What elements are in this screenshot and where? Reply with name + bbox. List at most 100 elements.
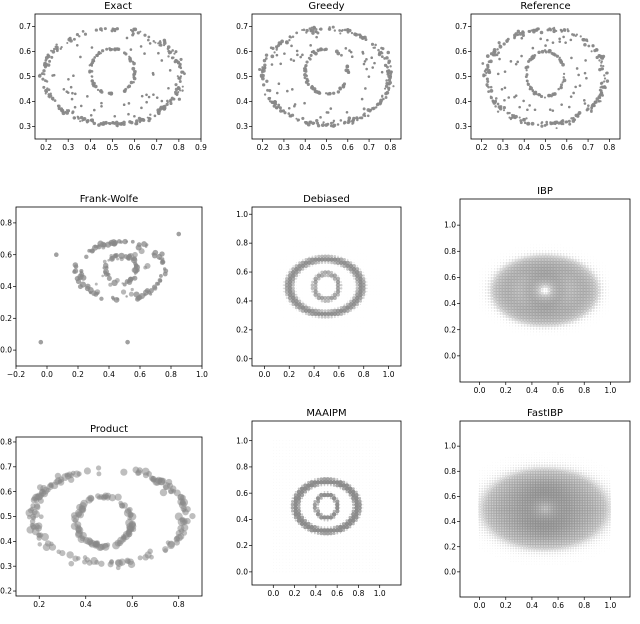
support-point: [347, 240, 348, 241]
support-point: [305, 568, 306, 569]
x-tick-label: 0.7: [151, 143, 163, 152]
support-point: [299, 330, 300, 331]
data-point: [79, 270, 83, 274]
support-point: [501, 290, 506, 295]
data-point: [42, 543, 51, 551]
support-point: [525, 296, 530, 301]
data-point: [41, 77, 45, 81]
data-point: [128, 56, 132, 60]
data-point: [108, 48, 113, 52]
support-point: [531, 314, 536, 319]
support-point: [552, 317, 557, 322]
support-point: [312, 333, 313, 334]
support-point: [549, 305, 554, 310]
data-point: [526, 82, 530, 85]
support-point: [316, 308, 321, 313]
support-point: [308, 475, 309, 477]
data-point: [558, 59, 562, 62]
support-point: [604, 295, 607, 297]
support-point: [301, 542, 303, 544]
support-point: [311, 280, 314, 284]
data-point: [333, 29, 336, 32]
support-point: [507, 305, 512, 310]
support-point: [513, 272, 518, 277]
support-point: [289, 568, 290, 569]
support-point: [531, 287, 536, 292]
support-point: [522, 287, 527, 292]
support-point: [326, 295, 331, 301]
support-point: [335, 243, 336, 244]
support-point: [279, 450, 280, 451]
support-point: [301, 472, 303, 473]
support-point: [531, 255, 536, 259]
support-point: [305, 539, 306, 541]
support-point: [331, 307, 332, 308]
support-point: [335, 502, 340, 507]
data-point: [269, 46, 273, 50]
x-tick-label: 0.6: [129, 143, 141, 152]
support-point: [337, 466, 338, 467]
support-point: [303, 521, 308, 527]
support-point: [581, 253, 582, 255]
support-point: [575, 325, 577, 327]
support-point: [293, 493, 298, 497]
support-point: [581, 250, 582, 252]
support-point: [516, 296, 521, 301]
support-point: [307, 305, 311, 310]
data-point: [295, 117, 298, 120]
support-point: [351, 302, 357, 307]
data-point: [494, 105, 497, 108]
support-point: [340, 472, 341, 473]
support-point: [596, 316, 597, 318]
support-point: [333, 446, 335, 448]
support-point: [540, 260, 545, 265]
support-point: [295, 526, 296, 528]
support-point: [356, 306, 358, 309]
support-point: [314, 539, 316, 541]
support-point: [334, 284, 336, 286]
support-point: [555, 266, 560, 271]
support-point: [308, 562, 309, 563]
support-point: [343, 558, 344, 560]
support-point: [328, 243, 329, 244]
support-point: [292, 262, 294, 264]
support-point: [356, 472, 357, 473]
support-point: [328, 285, 329, 286]
x-tick-label: 0.7: [582, 143, 594, 152]
support-point: [285, 469, 287, 470]
support-point: [276, 478, 277, 480]
support-point: [485, 304, 487, 306]
support-point: [296, 320, 297, 321]
support-point: [605, 268, 606, 270]
support-point: [356, 523, 357, 525]
support-point: [570, 281, 575, 286]
support-point: [595, 268, 598, 270]
support-point: [341, 243, 342, 244]
support-point: [369, 450, 370, 451]
support-point: [530, 247, 531, 249]
data-point: [167, 86, 170, 90]
data-point: [603, 74, 606, 77]
data-point: [174, 83, 178, 87]
support-point: [349, 507, 351, 509]
support-point: [333, 453, 335, 454]
support-point: [345, 308, 350, 313]
support-point: [566, 334, 567, 336]
support-point: [534, 311, 539, 316]
support-point: [290, 323, 291, 324]
support-point: [277, 282, 278, 283]
support-point: [319, 528, 324, 533]
support-point: [287, 276, 293, 281]
support-point: [301, 484, 304, 487]
support-point: [537, 302, 542, 307]
data-point: [508, 116, 511, 119]
support-point: [356, 475, 357, 477]
support-point: [329, 526, 332, 529]
support-point: [564, 275, 569, 280]
support-point: [340, 552, 341, 553]
support-point: [327, 562, 328, 563]
support-point: [356, 549, 357, 550]
support-point: [289, 555, 290, 557]
support-point: [541, 324, 545, 328]
